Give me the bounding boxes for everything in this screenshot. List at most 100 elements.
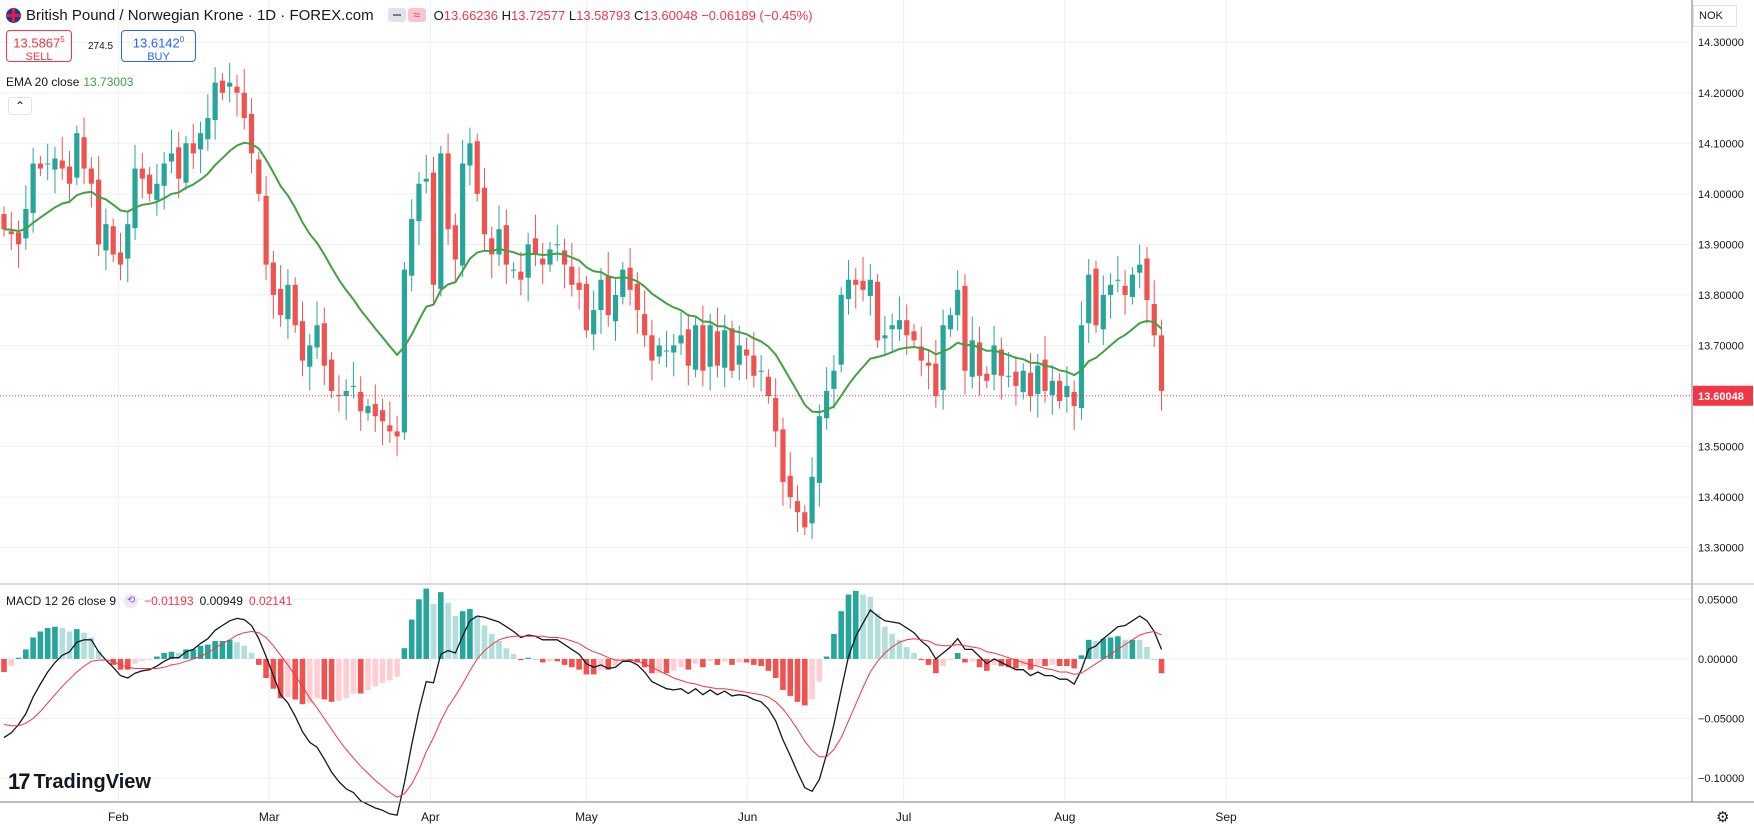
macd-histogram-bar xyxy=(306,658,313,704)
tradingview-logo[interactable]: 17 TradingView xyxy=(8,769,151,795)
ema-legend[interactable]: EMA 20 close 13.73003 xyxy=(6,75,133,89)
macd-histogram-bar xyxy=(794,658,801,702)
macd-histogram-bar xyxy=(649,658,655,674)
candle xyxy=(1064,366,1070,413)
candle xyxy=(780,417,786,506)
macd-histogram-bar xyxy=(197,645,204,659)
change-value: −0.06189 (−0.45%) xyxy=(701,7,813,23)
buy-button[interactable]: 13.61420 BUY xyxy=(121,30,196,63)
candle xyxy=(612,279,619,341)
macd-histogram-bar xyxy=(1100,638,1107,659)
macd-histogram-bar xyxy=(183,649,189,659)
candle-body xyxy=(154,183,160,200)
macd-histogram-bar xyxy=(947,658,954,661)
candle xyxy=(401,262,407,440)
macd-histogram-bar xyxy=(721,658,728,662)
macd-legend[interactable]: MACD 12 26 close 9 ⟲ −0.01193 0.00949 0.… xyxy=(6,594,292,608)
candle xyxy=(147,167,153,202)
candle xyxy=(1151,280,1157,347)
macd-histogram-bar xyxy=(328,658,335,702)
candle xyxy=(15,220,22,269)
candle-body xyxy=(649,335,655,361)
candle-body xyxy=(532,238,539,255)
candlestick-series xyxy=(1,62,1165,540)
sell-price: 13.58675 xyxy=(13,35,65,51)
time-tick-label: Jun xyxy=(738,810,757,824)
spread-value: 274.5 xyxy=(88,41,114,52)
macd-histogram-bar xyxy=(678,658,684,668)
candle-body xyxy=(321,323,327,366)
symbol-title[interactable]: British Pound / Norwegian Krone · 1D · F… xyxy=(26,6,374,24)
candle xyxy=(860,257,866,302)
macd-histogram-bar xyxy=(758,658,764,667)
candle-body xyxy=(656,345,662,357)
low-value: 13.58793 xyxy=(576,7,631,23)
candle-body xyxy=(88,168,94,184)
macd-histogram-bar xyxy=(394,658,400,677)
candle-body xyxy=(1115,279,1121,281)
macd-histogram-bar xyxy=(190,649,197,659)
refresh-icon[interactable]: ⟲ xyxy=(124,594,139,608)
candle-body xyxy=(962,285,968,371)
candle-body xyxy=(139,168,145,179)
brand-name: TradingView xyxy=(33,770,151,793)
macd-histogram-bar xyxy=(569,658,575,668)
candle xyxy=(30,147,36,233)
macd-histogram-bar xyxy=(219,641,226,659)
candle xyxy=(693,317,699,378)
candle xyxy=(816,404,822,507)
price-tick-label: 13.30000 xyxy=(1698,543,1744,555)
candle-body xyxy=(409,219,415,276)
candle xyxy=(598,268,604,334)
macd-histogram-bar xyxy=(867,596,874,659)
minimize-icon[interactable] xyxy=(387,8,406,22)
candle xyxy=(678,311,684,356)
candle xyxy=(984,366,990,389)
candle-body xyxy=(278,288,284,316)
currency-selector[interactable]: NOK xyxy=(1693,5,1737,27)
macd-histogram-bar xyxy=(496,641,502,659)
candle xyxy=(88,156,94,208)
settings-icon[interactable]: ⚙ xyxy=(1716,809,1730,826)
time-tick-label: Aug xyxy=(1054,810,1075,824)
candle-body xyxy=(1093,268,1099,326)
candle-body xyxy=(489,238,495,255)
candle xyxy=(787,452,793,509)
candle-body xyxy=(1020,370,1026,392)
candle-body xyxy=(176,147,182,179)
candle xyxy=(81,117,87,185)
candle xyxy=(270,250,276,319)
macd-histogram-bar xyxy=(1144,647,1150,659)
candle-body xyxy=(773,398,779,432)
candle xyxy=(532,214,539,267)
collapse-legend-button[interactable]: ⌃ xyxy=(8,97,32,115)
candle-body xyxy=(736,345,742,365)
wave-icon[interactable]: ≈ xyxy=(407,8,426,22)
candle-body xyxy=(816,416,822,483)
candle-body xyxy=(365,406,371,414)
candle-body xyxy=(445,153,451,230)
candle xyxy=(1057,373,1063,409)
candle-body xyxy=(314,325,320,348)
candle-body xyxy=(81,137,87,169)
macd-histogram-bar xyxy=(700,658,706,668)
candle-body xyxy=(605,275,611,316)
candle xyxy=(627,247,633,306)
sell-button[interactable]: 13.58675 SELL xyxy=(6,30,72,63)
candle-body xyxy=(45,163,51,165)
candle xyxy=(591,290,597,351)
macd-tick-label: 0.05000 xyxy=(1698,594,1738,606)
macd-histogram-bar xyxy=(605,658,612,670)
price-tick-label: 14.30000 xyxy=(1698,37,1744,49)
price-axis-ticks: 14.30000 14.20000 14.10000 14.00000 13.90000… xyxy=(1698,37,1744,554)
candle xyxy=(474,133,480,202)
candle xyxy=(117,232,124,281)
macd-histogram xyxy=(1,588,1165,706)
macd-histogram-bar xyxy=(940,658,946,667)
candle-body xyxy=(853,279,859,285)
candle xyxy=(1158,319,1165,411)
candle xyxy=(540,242,546,285)
macd-histogram-bar xyxy=(154,656,160,659)
candle xyxy=(1035,354,1041,418)
